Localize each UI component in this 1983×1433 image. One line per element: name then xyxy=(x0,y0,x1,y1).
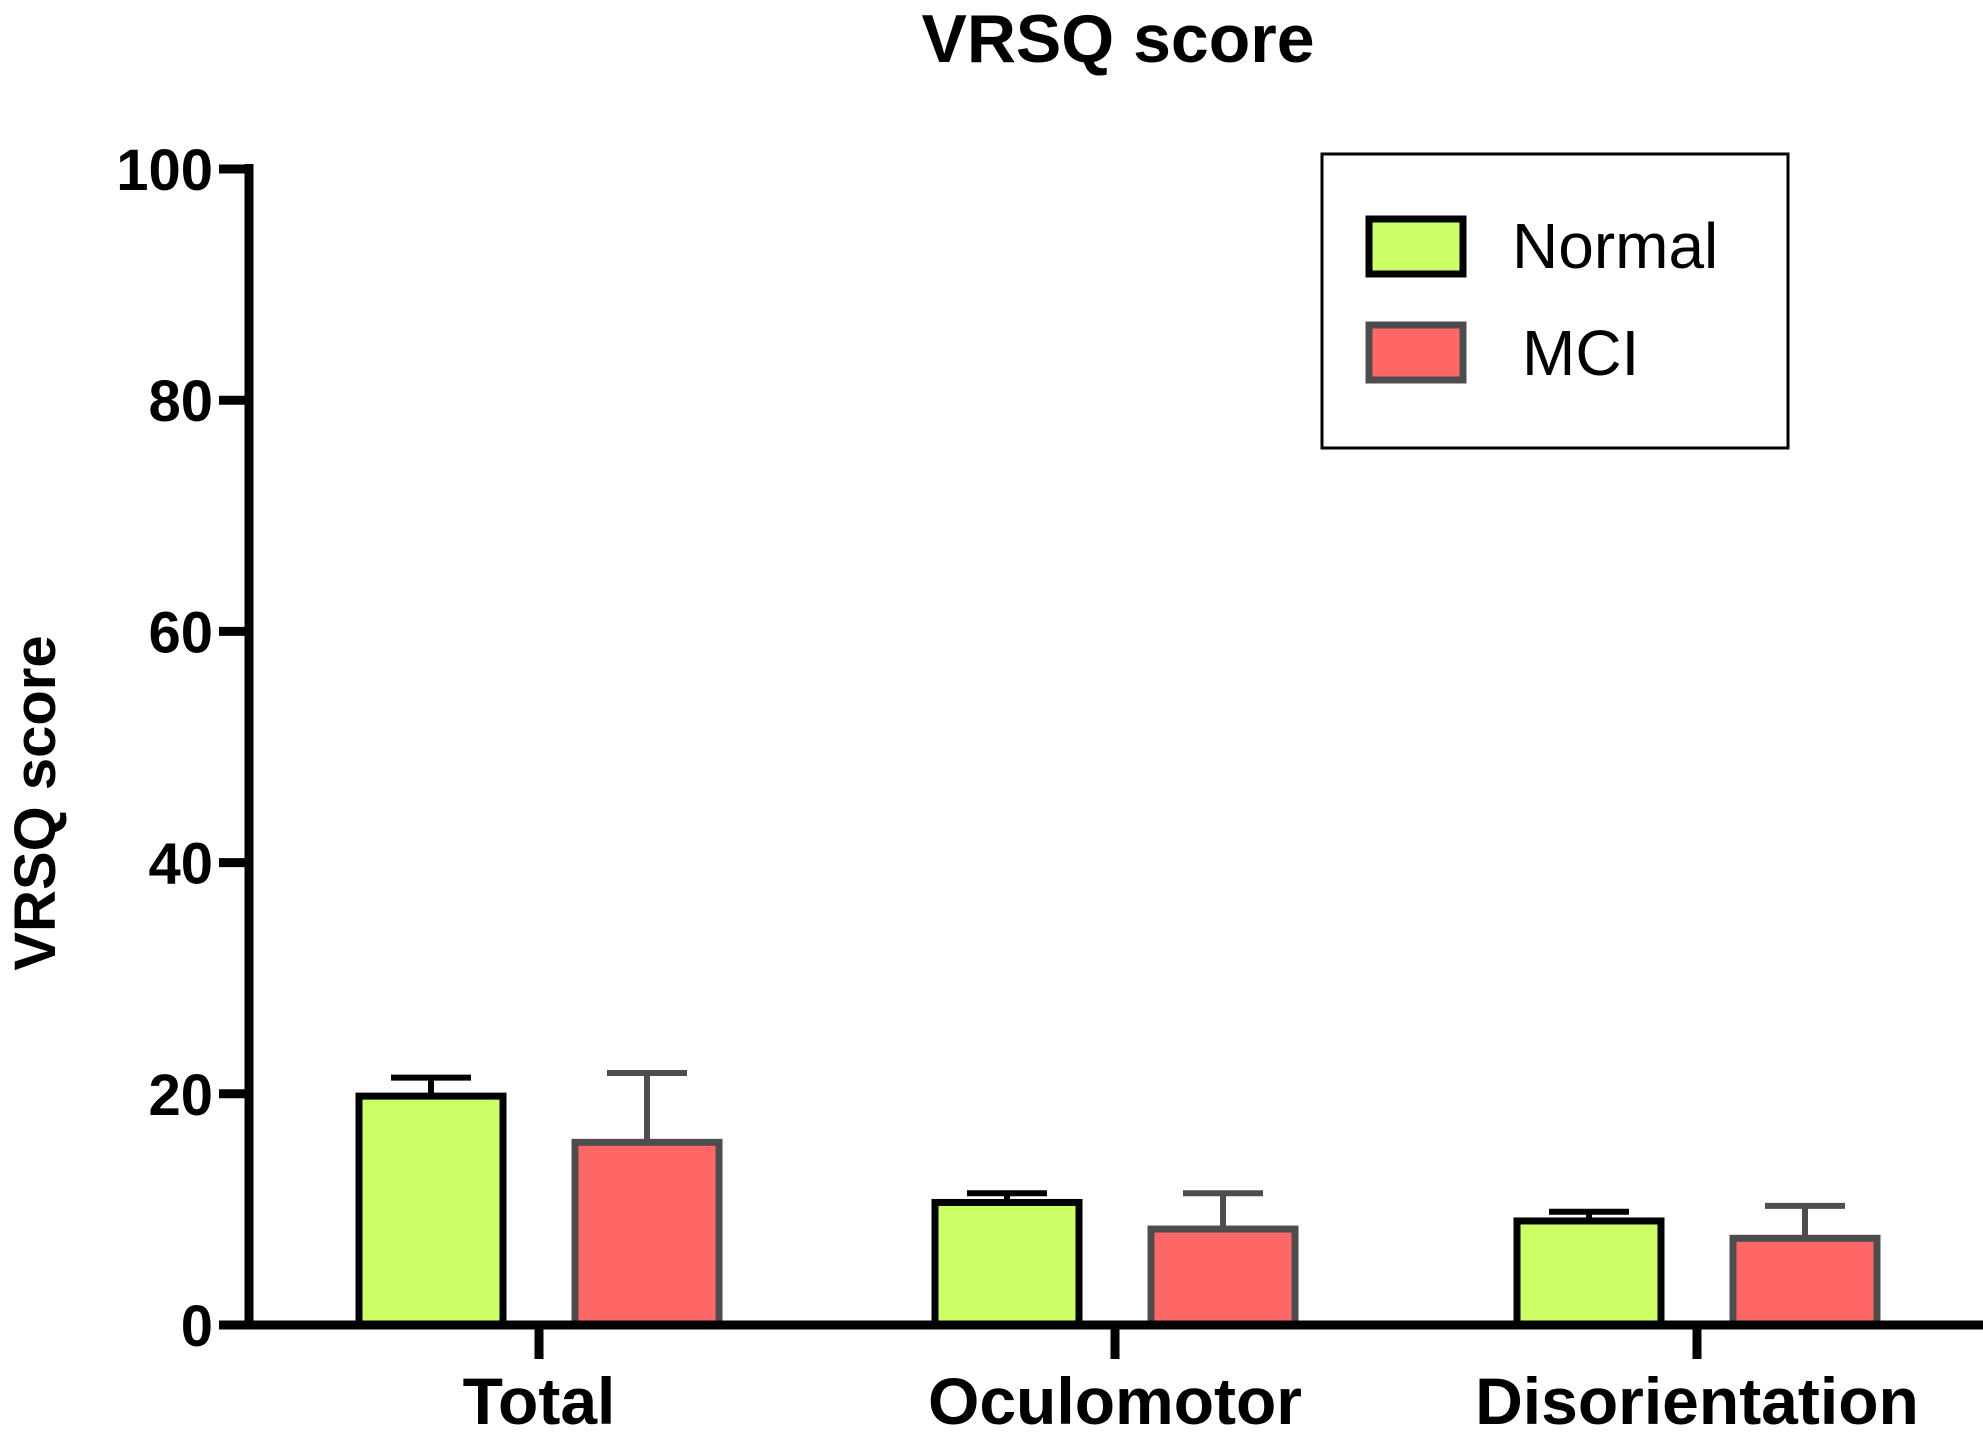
bar-group xyxy=(355,1069,1881,1329)
legend-label-mci: MCI xyxy=(1522,317,1639,389)
y-tick-label: 100 xyxy=(116,138,213,203)
bar-mci-oculomotor xyxy=(1147,1225,1299,1329)
legend-swatch-normal xyxy=(1365,215,1467,278)
y-tick-label: 80 xyxy=(148,369,213,434)
y-tick-label: 40 xyxy=(148,832,213,897)
bar-normal-oculomotor xyxy=(931,1198,1083,1329)
legend-swatch-mci xyxy=(1365,321,1467,384)
y-tick-group: 0 20 40 60 80 100 xyxy=(116,138,249,1359)
x-tick-group: Total Oculomotor Disorientation xyxy=(463,1325,1919,1433)
bar-mci-total xyxy=(571,1138,723,1329)
bar-mci-disorientation xyxy=(1729,1234,1881,1329)
legend-label-normal: Normal xyxy=(1512,210,1718,282)
x-tick-label: Oculomotor xyxy=(928,1364,1302,1433)
legend-box xyxy=(1320,152,1790,450)
y-axis-label: VRSQ score xyxy=(3,635,68,970)
y-tick-label: 20 xyxy=(148,1063,213,1128)
legend: Normal MCI xyxy=(1320,152,1790,450)
x-tick-label: Disorientation xyxy=(1475,1364,1919,1433)
y-tick-label: 60 xyxy=(148,600,213,665)
y-tick-label: 0 xyxy=(181,1294,213,1359)
bar-normal-disorientation xyxy=(1513,1217,1665,1329)
x-tick-label: Total xyxy=(463,1364,616,1433)
bar-normal-total xyxy=(355,1092,507,1329)
chart-title: VRSQ score xyxy=(921,1,1314,77)
